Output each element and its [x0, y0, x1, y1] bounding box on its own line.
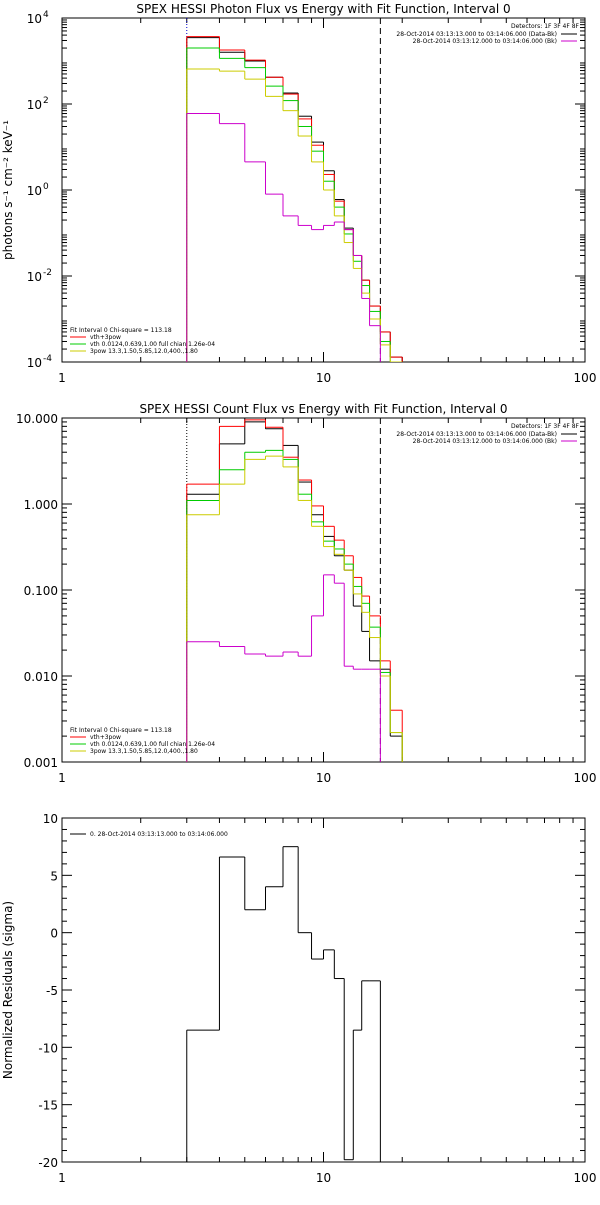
detectors-label: Detectors: 1F 3F 4F 8F [511, 423, 580, 430]
y-tick-label: 104 [27, 10, 49, 26]
y-axis-label: Normalized Residuals (sigma) [1, 901, 15, 1079]
legend-entry: 0. 28-Oct-2014 03:13:13.000 to 03:14:06.… [90, 831, 228, 838]
y-tick-exponent: 0 [43, 182, 49, 192]
legend-entry: vth 0.0124,0.639,1.00 full chian 1.26e-0… [90, 341, 215, 348]
legend-entry: 3pow 13.3,1.50,5.85,12.0,400.,1.80 [90, 748, 198, 755]
legend-entry: Fit Interval 0 Chi-square = 113.18 [70, 727, 172, 734]
y-tick-label: 0.001 [24, 756, 58, 770]
series-5 [186, 113, 381, 362]
y-tick-label: 10.000 [16, 412, 58, 426]
y-tick-label: -15 [38, 1099, 58, 1113]
chart-title: SPEX HESSI Photon Flux vs Energy with Fi… [136, 2, 510, 16]
series-5 [186, 574, 381, 762]
legend-entry: Fit Interval 0 Chi-square = 113.18 [70, 327, 172, 334]
x-tick-label: 1 [58, 371, 66, 385]
y-tick-label: 0.010 [24, 670, 58, 684]
y-tick-label: 10-2 [27, 268, 52, 284]
series-1 [186, 846, 381, 1162]
y-tick-label: 102 [27, 96, 49, 112]
y-tick-label: 5 [50, 869, 58, 883]
chart-panel-1: SPEX HESSI Photon Flux vs Energy with Fi… [1, 2, 596, 385]
y-tick-base: 10 [27, 12, 42, 26]
x-tick-label: 100 [574, 771, 597, 785]
y-tick-base: 10 [27, 98, 42, 112]
y-tick-label: 10 [43, 812, 58, 826]
y-tick-label: 0.100 [24, 584, 58, 598]
legend-entry: 28-Oct-2014 03:13:13.000 to 03:14:06.000… [396, 31, 557, 38]
legend-entry: vth 0.0124,0.639,1.00 full chian 1.26e-0… [90, 741, 215, 748]
x-tick-label: 10 [316, 771, 331, 785]
y-tick-exponent: -4 [43, 354, 52, 364]
y-tick-exponent: 4 [43, 10, 49, 20]
y-tick-base: 10 [27, 356, 42, 370]
plot-frame [61, 817, 586, 1163]
x-tick-label: 100 [574, 371, 597, 385]
y-tick-label: 0 [50, 927, 58, 941]
x-tick-label: 100 [574, 1171, 597, 1185]
y-tick-label: -5 [46, 984, 58, 998]
legend-entry: 28-Oct-2014 03:13:12.000 to 03:14:06.000… [413, 38, 557, 45]
chart-title: SPEX HESSI Count Flux vs Energy with Fit… [139, 402, 507, 416]
y-tick-exponent: 2 [43, 96, 49, 106]
y-tick-label: 1.000 [24, 498, 58, 512]
legend-entry: 28-Oct-2014 03:13:12.000 to 03:14:06.000… [413, 438, 557, 445]
y-tick-base: 10 [27, 184, 42, 198]
y-axis-label: photons s⁻¹ cm⁻² keV⁻¹ [1, 120, 15, 260]
legend-entry: vth+3pow [90, 734, 121, 741]
x-tick-label: 10 [316, 1171, 331, 1185]
x-tick-label: 1 [58, 1171, 66, 1185]
legend-entry: vth+3pow [90, 334, 121, 341]
y-tick-label: 100 [27, 182, 49, 198]
y-tick-exponent: -2 [43, 268, 52, 278]
x-tick-label: 1 [58, 771, 66, 785]
legend-entry: 3pow 13.3,1.50,5.85,12.0,400.,1.80 [90, 348, 198, 355]
detectors-label: Detectors: 1F 3F 4F 8F [511, 23, 580, 30]
y-tick-label: 10-4 [27, 354, 53, 370]
chart-panel-3: Normalized Residuals (sigma) 1 10 100 10 5 0 -5… [1, 812, 596, 1185]
y-tick-base: 10 [27, 270, 42, 284]
legend-entry: 28-Oct-2014 03:13:13.000 to 03:14:06.000… [396, 431, 557, 438]
y-tick-label: -20 [38, 1156, 58, 1170]
x-tick-label: 10 [316, 371, 331, 385]
chart-panel-2: SPEX HESSI Count Flux vs Energy with Fit… [16, 402, 596, 785]
y-tick-label: -10 [38, 1041, 58, 1055]
